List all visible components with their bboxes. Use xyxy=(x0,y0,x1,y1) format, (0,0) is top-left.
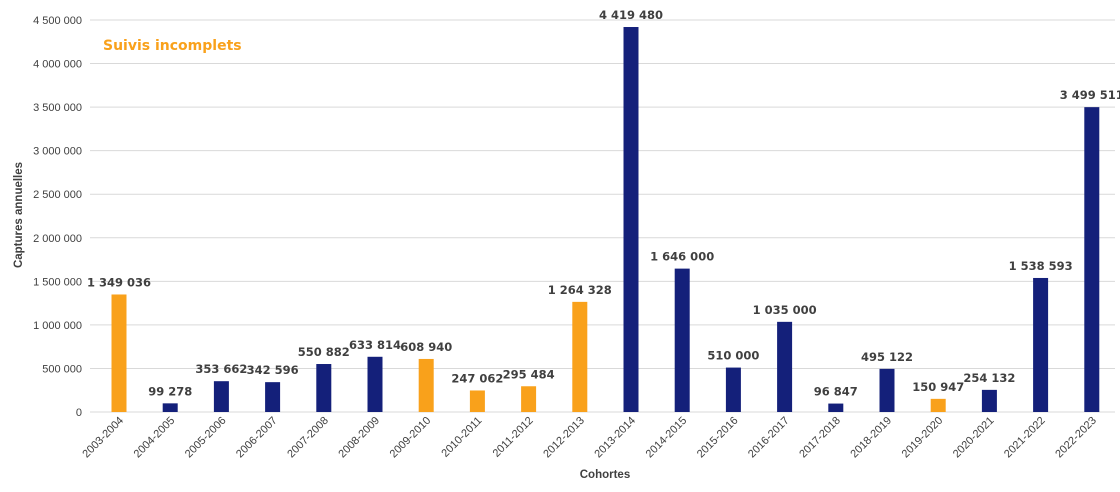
y-tick-label: 500 000 xyxy=(42,363,82,375)
data-label: 96 847 xyxy=(814,385,858,399)
data-label: 495 122 xyxy=(861,350,913,364)
y-axis-ticks: 0 500 000 1 000 000 1 500 000 2 000 000 2 500… xyxy=(33,15,82,419)
x-tick-label: 2011-2012 xyxy=(491,415,536,460)
bar xyxy=(469,390,485,412)
bar xyxy=(521,386,537,412)
bar xyxy=(981,389,997,412)
data-label: 247 062 xyxy=(451,371,503,385)
y-tick-label: 0 xyxy=(76,407,82,419)
x-tick-label: 2013-2014 xyxy=(592,415,638,461)
x-tick-label: 2016-2017 xyxy=(746,415,792,461)
data-label: 1 646 000 xyxy=(650,250,714,264)
bars xyxy=(111,27,1100,412)
data-label: 150 947 xyxy=(912,380,964,394)
bar xyxy=(828,403,844,412)
data-label: 633 814 xyxy=(349,338,401,352)
bar xyxy=(777,321,793,412)
y-axis-title: Captures annuelles xyxy=(13,162,25,268)
x-tick-label: 2017-2018 xyxy=(797,415,843,461)
data-label: 1 264 328 xyxy=(548,283,612,297)
bar xyxy=(367,356,383,412)
x-tick-label: 2020-2021 xyxy=(951,415,997,461)
x-tick-label: 2006-2007 xyxy=(234,415,280,461)
bar xyxy=(879,368,895,412)
bar xyxy=(265,382,281,412)
bar xyxy=(418,358,434,412)
data-label: 1 035 000 xyxy=(753,303,817,317)
annotation-suivis-incomplets: Suivis incomplets xyxy=(103,38,242,54)
x-tick-label: 2022-2023 xyxy=(1053,415,1099,461)
data-label: 342 596 xyxy=(247,363,299,377)
data-label: 99 278 xyxy=(148,384,192,398)
x-tick-label: 2003-2004 xyxy=(80,415,126,461)
data-label: 1 538 593 xyxy=(1009,259,1073,273)
data-label: 510 000 xyxy=(707,349,759,363)
data-label: 1 349 036 xyxy=(87,275,151,289)
y-tick-label: 1 500 000 xyxy=(33,276,82,288)
bar xyxy=(316,364,332,412)
data-label: 295 484 xyxy=(503,367,555,381)
data-label: 353 662 xyxy=(195,362,247,376)
gridlines xyxy=(90,19,1115,413)
x-tick-label: 2005-2006 xyxy=(183,415,229,461)
bar xyxy=(725,367,741,412)
y-tick-label: 3 000 000 xyxy=(33,146,82,158)
bar xyxy=(1033,277,1049,412)
x-tick-label: 2014-2015 xyxy=(644,415,690,461)
data-label: 4 419 480 xyxy=(599,8,663,22)
y-tick-label: 1 000 000 xyxy=(33,320,82,332)
bar xyxy=(162,403,178,412)
x-tick-label: 2012-2013 xyxy=(541,415,587,461)
bar xyxy=(111,294,127,412)
x-tick-label: 2021-2022 xyxy=(1002,415,1048,461)
x-tick-label: 2015-2016 xyxy=(695,415,741,461)
bar xyxy=(1084,107,1100,412)
x-tick-label: 2010-2011 xyxy=(439,415,484,460)
y-tick-label: 4 500 000 xyxy=(33,15,82,27)
bar xyxy=(623,27,639,412)
bar xyxy=(572,301,588,412)
data-label: 3 499 511 xyxy=(1060,88,1120,102)
x-tick-label: 2008-2009 xyxy=(336,415,382,461)
y-tick-label: 2 000 000 xyxy=(33,233,82,245)
x-axis-ticks: 2003-2004 2004-2005 2005-2006 2006-2007 2007… xyxy=(80,415,1098,461)
x-tick-label: 2004-2005 xyxy=(132,415,178,461)
data-label: 550 882 xyxy=(298,345,350,359)
data-label: 608 940 xyxy=(400,340,452,354)
x-tick-label: 2018-2019 xyxy=(848,415,894,461)
x-axis-title: Cohortes xyxy=(580,469,630,481)
data-label: 254 132 xyxy=(963,371,1015,385)
x-tick-label: 2019-2020 xyxy=(900,415,946,461)
bar xyxy=(213,381,229,412)
y-tick-label: 2 500 000 xyxy=(33,189,82,201)
y-tick-label: 4 000 000 xyxy=(33,59,82,71)
bar xyxy=(930,398,946,412)
x-tick-label: 2009-2010 xyxy=(388,415,434,461)
y-tick-label: 3 500 000 xyxy=(33,102,82,114)
bar xyxy=(674,268,690,412)
x-tick-label: 2007-2008 xyxy=(285,415,331,461)
